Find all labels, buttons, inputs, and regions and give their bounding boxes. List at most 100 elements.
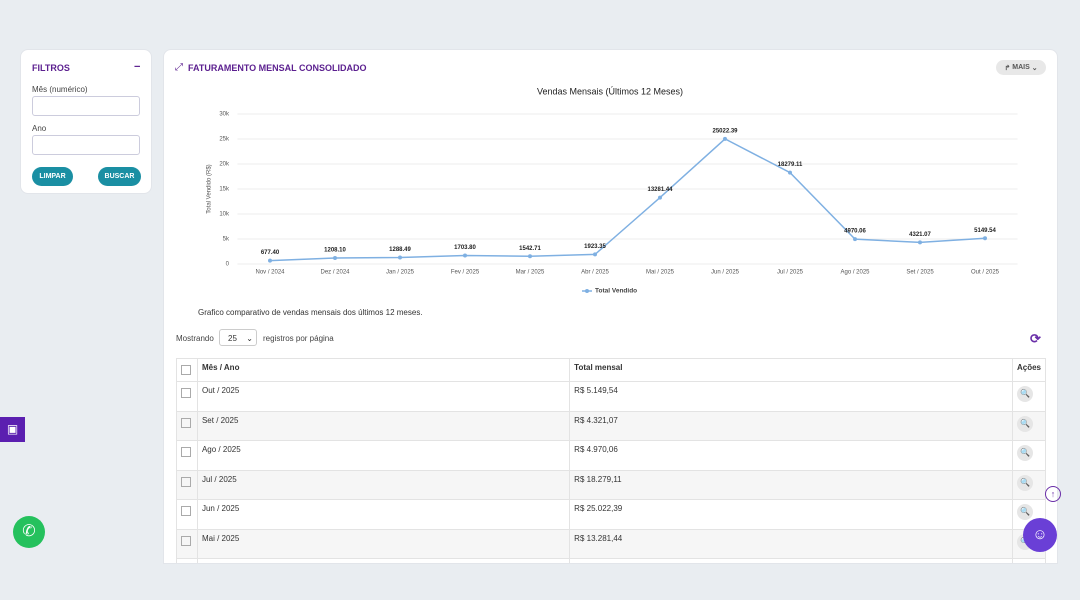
- table-wrap: Mês / Ano Total mensal Ações Out / 2025 R…: [176, 358, 1047, 564]
- x-tick-label: Nov / 2024: [255, 270, 285, 276]
- data-label: 1208.10: [324, 248, 346, 254]
- select-arrow: ⌄: [246, 334, 253, 343]
- y-axis-label: Total Vendido (R$): [207, 164, 213, 213]
- chart-caption: Grafico comparativo de vendas mensais do…: [198, 308, 423, 317]
- feedback-button[interactable]: ▣: [0, 417, 25, 442]
- point: [723, 136, 727, 141]
- point: [658, 195, 662, 200]
- point: [333, 255, 337, 260]
- table-row: Jun / 2025 R$ 25.022,39 🔍: [176, 499, 1047, 530]
- month-input[interactable]: [32, 96, 140, 116]
- chart: Vendas Mensais (Últimos 12 Meses) Total …: [207, 86, 1018, 295]
- x-tick-label: Abr / 2025: [581, 270, 609, 276]
- page-size: 25: [228, 334, 237, 343]
- x-tick-label: Fev / 2025: [451, 270, 480, 276]
- view-button[interactable]: 🔍: [1016, 386, 1033, 402]
- refresh-button[interactable]: ⟳: [1030, 331, 1041, 346]
- point: [788, 170, 792, 175]
- table-cell: Abr / 2025: [196, 558, 571, 563]
- point: [983, 236, 987, 241]
- y-tick-label: 5k: [223, 237, 230, 243]
- y-tick-label: 20k: [219, 162, 230, 168]
- report-card: ⤢ FATURAMENTO MENSAL CONSOLIDADO ↱ MAIS …: [163, 49, 1058, 564]
- row-checkbox[interactable]: [181, 417, 191, 428]
- check-cell: [176, 410, 198, 441]
- col-header[interactable]: Mês / Ano: [196, 358, 571, 382]
- view-button[interactable]: 🔍: [1016, 504, 1033, 520]
- legend-label: Total Vendido: [595, 288, 637, 295]
- x-tick-label: Jan / 2025: [386, 270, 415, 276]
- table-row: Jul / 2025 R$ 18.279,11 🔍: [176, 469, 1047, 500]
- check-cell: [176, 558, 198, 563]
- point: [398, 255, 402, 260]
- show-prefix: Mostrando: [176, 334, 214, 343]
- table-cell: Jun / 2025: [196, 499, 571, 530]
- data-label: 5149.54: [974, 228, 996, 234]
- table-row: Ago / 2025 R$ 4.970,06 🔍: [176, 440, 1047, 471]
- page-size-select[interactable]: 25 ⌄: [219, 329, 257, 346]
- table-row: Out / 2025 R$ 5.149,54 🔍: [176, 381, 1047, 412]
- view-button[interactable]: 🔍: [1017, 563, 1033, 564]
- point: [918, 240, 922, 245]
- table-cell: R$ 1.923,35: [569, 558, 1013, 563]
- y-tick-label: 10k: [219, 212, 230, 218]
- row-checkbox[interactable]: [181, 535, 191, 546]
- view-button[interactable]: 🔍: [1016, 415, 1033, 432]
- y-tick-label: 0: [226, 262, 230, 268]
- col-header[interactable]: Total mensal: [569, 358, 1013, 382]
- select-all[interactable]: [181, 365, 191, 375]
- data-label: 677.40: [261, 250, 280, 256]
- row-checkbox[interactable]: [181, 506, 191, 516]
- filter-title: FILTROS: [32, 63, 70, 73]
- table-row: Set / 2025 R$ 4.321,07 🔍: [176, 410, 1047, 441]
- month-label: Mês (numérico): [32, 85, 88, 94]
- more-label: MAIS: [1012, 64, 1030, 71]
- data-label: 1542.71: [519, 246, 541, 252]
- whatsapp-button[interactable]: ✆: [13, 516, 45, 548]
- table-cell: R$ 25.022,39: [569, 499, 1013, 530]
- assistant-button[interactable]: ☺: [1023, 518, 1057, 552]
- table-cell: R$ 4.321,07: [569, 410, 1013, 441]
- y-tick-label: 25k: [219, 137, 230, 143]
- collapse-button[interactable]: −: [134, 61, 141, 73]
- table-cell: R$ 5.149,54: [569, 381, 1013, 412]
- x-tick-label: Jun / 2025: [711, 270, 740, 276]
- point: [268, 258, 272, 263]
- point: [593, 252, 597, 257]
- table-cell: R$ 4.970,06: [569, 440, 1013, 471]
- x-tick-label: Ago / 2025: [840, 270, 870, 276]
- check-cell: [176, 469, 198, 500]
- check-cell: [176, 381, 198, 412]
- data-label: 1288.49: [389, 247, 411, 253]
- action-cell: 🔍: [1011, 410, 1047, 441]
- expand-icon[interactable]: ⤢: [175, 62, 183, 73]
- scroll-top-button[interactable]: ↑: [1045, 486, 1061, 502]
- check-cell: [176, 528, 198, 559]
- data-label: 1923.35: [584, 244, 606, 250]
- view-button[interactable]: 🔍: [1016, 474, 1033, 491]
- data-table: Mês / Ano Total mensal Ações Out / 2025 R…: [176, 358, 1047, 564]
- data-label: 4970.06: [844, 229, 866, 235]
- year-input[interactable]: [32, 135, 140, 155]
- row-checkbox[interactable]: [181, 388, 191, 398]
- view-button[interactable]: 🔍: [1016, 445, 1033, 461]
- point: [528, 254, 532, 259]
- action-cell: 🔍: [1011, 381, 1047, 412]
- table-cell: Mai / 2025: [196, 528, 571, 559]
- row-checkbox[interactable]: [181, 476, 191, 487]
- check-cell: [176, 499, 198, 530]
- table-cell: R$ 18.279,11: [569, 469, 1013, 500]
- clear-button[interactable]: LIMPAR: [32, 167, 73, 186]
- x-tick-label: Jul / 2025: [777, 270, 804, 276]
- table-cell: Ago / 2025: [196, 440, 571, 471]
- line: [269, 137, 986, 262]
- search-button[interactable]: BUSCAR: [98, 167, 141, 186]
- action-cell: 🔍: [1011, 440, 1047, 471]
- more-button[interactable]: ↱ MAIS ⌄: [996, 60, 1046, 75]
- row-checkbox[interactable]: [181, 447, 191, 457]
- show-suffix: registros por página: [263, 334, 334, 343]
- table-cell: R$ 13.281,44: [569, 528, 1013, 559]
- y-tick-label: 15k: [219, 187, 230, 193]
